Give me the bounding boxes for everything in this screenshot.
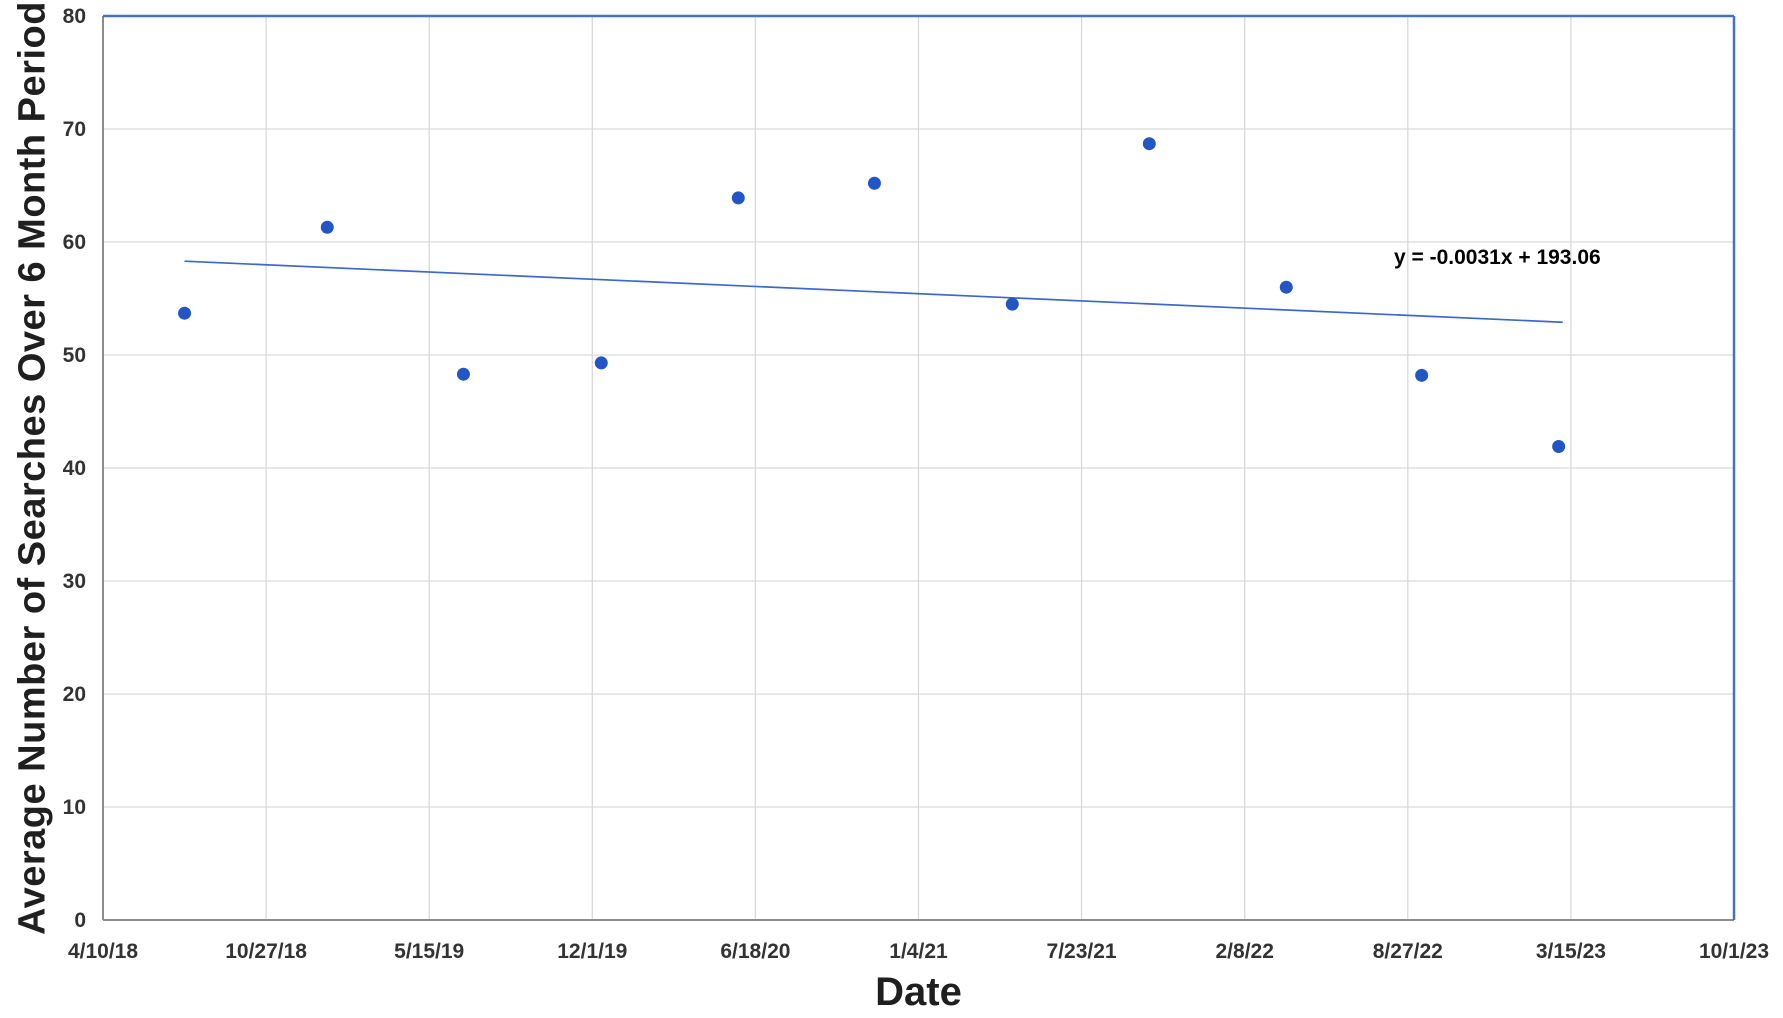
data-point [1552,440,1566,454]
y-tick-label: 70 [63,118,86,141]
data-point [1415,368,1429,382]
x-tick-label: 3/15/23 [1536,940,1606,963]
x-axis-title: Date [875,970,962,1014]
x-tick-label: 4/10/18 [68,940,138,963]
data-point [1142,137,1156,151]
x-tick-label: 2/8/22 [1216,940,1274,963]
data-point [178,306,192,320]
y-tick-label: 40 [63,457,86,480]
x-tick-label: 12/1/19 [557,940,627,963]
trendline [184,260,1563,324]
x-tick-label: 7/23/21 [1047,940,1117,963]
data-point [456,367,470,381]
y-tick-label: 50 [63,344,86,367]
x-tick-label: 10/27/18 [225,940,307,963]
y-tick-label: 10 [63,796,86,819]
x-tick-label: 1/4/21 [889,940,948,963]
data-point [1279,280,1293,294]
x-tick-label: 10/1/23 [1699,940,1769,963]
y-tick-label: 80 [63,5,86,28]
data-point [867,176,881,190]
x-tick-label: 8/27/22 [1373,940,1443,963]
y-tick-label: 20 [63,683,86,706]
y-tick-label: 0 [74,909,86,932]
data-point [1005,297,1019,311]
data-point [594,356,608,370]
x-tick-label: 5/15/19 [394,940,464,963]
x-tick-label: 6/18/20 [720,940,790,963]
y-tick-label: 60 [63,231,86,254]
data-point [320,220,334,234]
trendline-equation: y = -0.0031x + 193.06 [1394,246,1601,269]
y-tick-label: 30 [63,570,86,593]
data-point [731,191,745,205]
y-axis-title: Average Number of Searches Over 6 Month … [11,1,54,935]
